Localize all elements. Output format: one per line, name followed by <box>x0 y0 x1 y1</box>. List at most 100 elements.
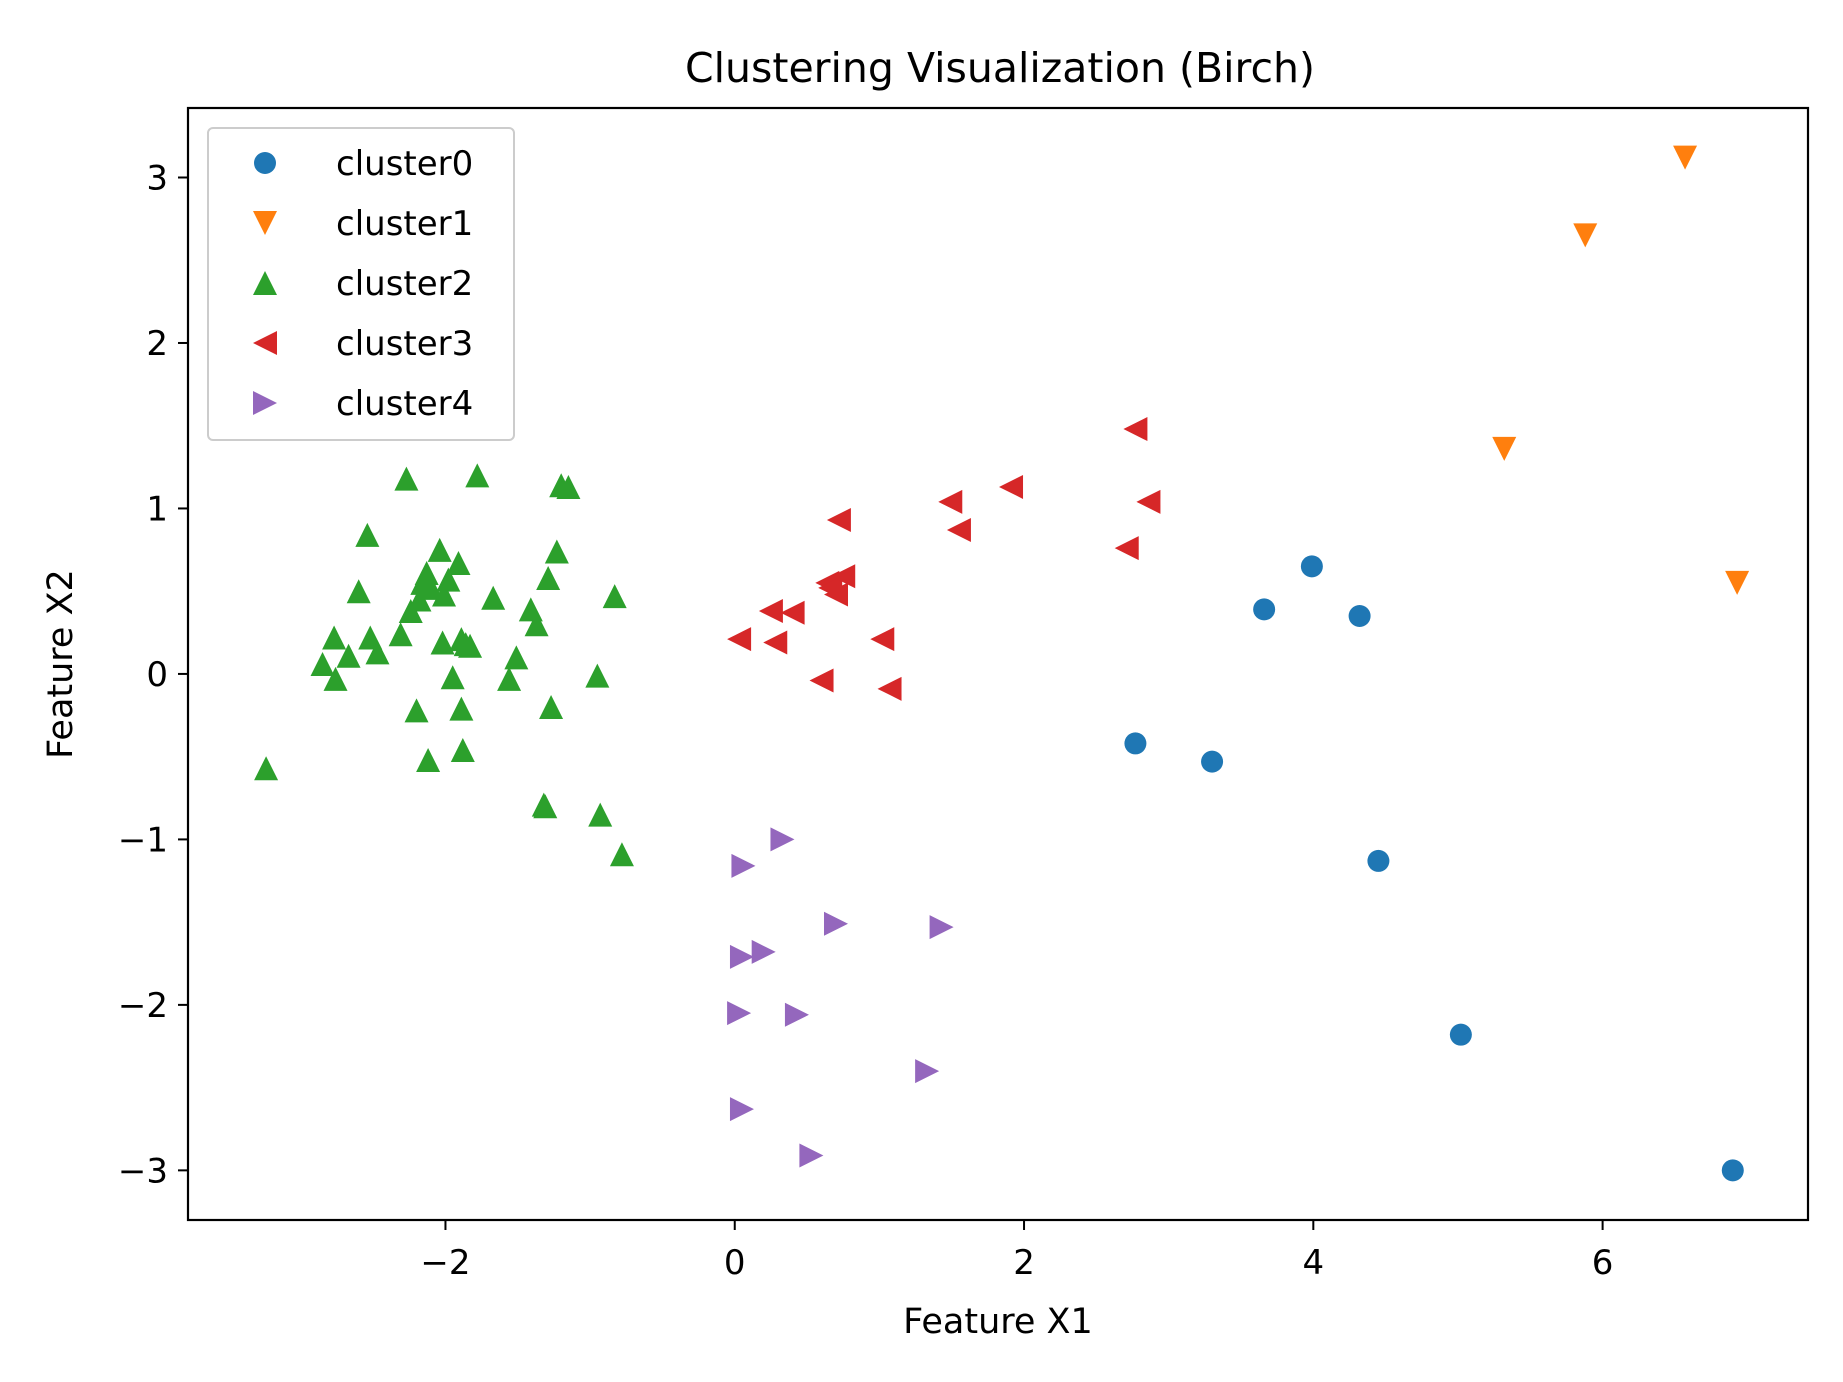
cluster3-point <box>1114 536 1139 561</box>
cluster3-point <box>727 627 752 652</box>
cluster3-point <box>870 627 895 652</box>
cluster0-point <box>1348 605 1371 628</box>
cluster4-point <box>929 915 954 940</box>
cluster3-point <box>1136 489 1161 514</box>
x-axis-label: Feature X1 <box>903 1302 1093 1342</box>
cluster3-point <box>826 508 851 533</box>
legend-marker-cluster3 <box>253 331 277 355</box>
cluster2-point <box>556 474 581 499</box>
cluster2-point <box>544 539 569 564</box>
cluster2-point <box>419 575 443 600</box>
y-tick-label: 3 <box>146 159 168 199</box>
axis-ticks: −2 0 2 4 6 −3 −2 −1 0 1 2 3 <box>118 159 1614 1284</box>
cluster2-point <box>533 794 558 819</box>
cluster1-point <box>1573 223 1598 248</box>
cluster4-point <box>824 911 848 936</box>
cluster2-point <box>427 537 452 562</box>
series-cluster4 <box>727 827 954 1168</box>
cluster3-point <box>1123 417 1148 442</box>
legend-item-cluster4: cluster4 <box>253 384 473 424</box>
legend-box <box>207 127 515 441</box>
cluster4-point <box>731 853 756 878</box>
axes-frame <box>186 106 1810 1222</box>
cluster3-point <box>758 599 783 624</box>
cluster3-point <box>780 600 805 625</box>
y-tick-label: −2 <box>118 986 168 1026</box>
legend-item-cluster0: cluster0 <box>254 144 473 184</box>
cluster2-point <box>432 582 457 607</box>
legend-label: cluster1 <box>336 204 473 244</box>
legend-label: cluster3 <box>336 324 473 364</box>
cluster3-point <box>999 474 1024 499</box>
cluster2-point <box>524 612 549 637</box>
cluster3-point <box>763 630 788 655</box>
legend-marker-cluster4 <box>253 391 277 415</box>
cluster2-point <box>602 584 627 609</box>
legend-label: cluster0 <box>336 144 473 184</box>
plot-area <box>254 145 1750 1182</box>
cluster0-point <box>1124 732 1147 755</box>
cluster2-point <box>254 756 279 781</box>
legend-label: cluster2 <box>336 264 473 304</box>
legend-item-cluster2: cluster2 <box>253 264 473 304</box>
y-tick-label: −1 <box>118 820 168 860</box>
legend: cluster0 cluster1 cluster2 cluster3 cluster4 <box>207 127 515 441</box>
legend-marker-cluster2 <box>253 271 277 295</box>
cluster3-point <box>809 668 834 693</box>
cluster2-point <box>388 622 413 647</box>
y-tick-label: −3 <box>118 1151 168 1191</box>
cluster4-point <box>784 1002 809 1027</box>
x-tick-label: 0 <box>724 1243 746 1283</box>
cluster2-point <box>310 652 335 676</box>
cluster3-point <box>946 517 971 542</box>
cluster2-point <box>436 567 461 592</box>
cluster2-point <box>394 466 419 491</box>
cluster4-point <box>729 944 754 969</box>
cluster4-point <box>751 939 776 964</box>
y-tick-label: 2 <box>146 324 168 364</box>
cluster0-point <box>1449 1023 1472 1046</box>
cluster2-point <box>355 522 380 547</box>
cluster2-point <box>336 643 361 668</box>
cluster2-point <box>536 565 561 590</box>
cluster2-point <box>365 640 390 665</box>
series-cluster0 <box>1124 555 1744 1182</box>
cluster2-point <box>416 747 441 772</box>
legend-marker-cluster1 <box>253 211 277 235</box>
x-tick-label: −2 <box>420 1243 470 1283</box>
cluster2-point <box>322 625 347 650</box>
cluster2-point <box>465 463 490 488</box>
series-cluster2 <box>254 463 634 867</box>
cluster3-point <box>938 489 963 514</box>
x-tick-label: 2 <box>1013 1243 1035 1283</box>
cluster0-point <box>1367 849 1390 872</box>
cluster2-point <box>346 579 371 604</box>
cluster2-point <box>609 842 634 867</box>
cluster2-point <box>588 802 613 827</box>
legend-item-cluster3: cluster3 <box>253 324 473 364</box>
series-cluster3 <box>727 417 1161 701</box>
cluster1-point <box>1492 436 1517 461</box>
cluster2-point <box>404 698 429 723</box>
cluster2-point <box>446 551 471 576</box>
cluster2-point <box>539 695 564 720</box>
cluster2-point <box>497 666 522 691</box>
cluster2-point <box>430 630 455 655</box>
chart-title: Clustering Visualization (Birch) <box>685 44 1315 92</box>
cluster4-point <box>727 1001 752 1026</box>
cluster2-point <box>449 696 474 721</box>
cluster3-point <box>877 676 902 701</box>
cluster1-point <box>1725 570 1750 595</box>
cluster4-point <box>915 1059 940 1084</box>
cluster4-point <box>729 1097 754 1122</box>
legend-item-cluster1: cluster1 <box>253 204 473 244</box>
cluster0-point <box>1253 598 1276 621</box>
legend-label: cluster4 <box>336 384 473 424</box>
cluster4-point <box>770 827 795 852</box>
legend-marker-cluster0 <box>254 152 276 174</box>
y-tick-label: 0 <box>146 655 168 695</box>
y-axis-label: Feature X2 <box>41 569 81 759</box>
cluster2-point <box>504 645 529 670</box>
cluster2-point <box>481 585 506 610</box>
